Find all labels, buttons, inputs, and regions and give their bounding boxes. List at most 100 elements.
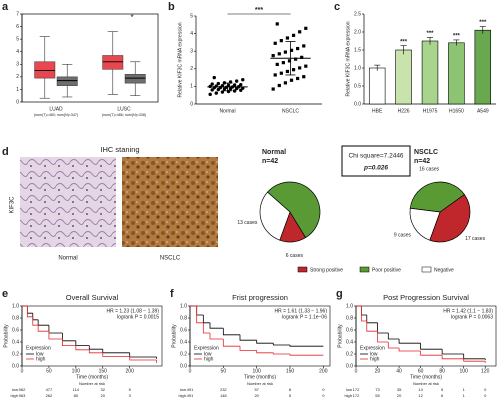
survival-step bbox=[360, 306, 367, 316]
survival-step bbox=[61, 339, 76, 346]
survival-step bbox=[75, 345, 90, 351]
y-tick-label: 5 bbox=[190, 13, 193, 19]
y-tick-label: 7 bbox=[16, 11, 19, 17]
point bbox=[216, 81, 221, 86]
x-tick-label: 120 bbox=[481, 368, 490, 374]
stain-label: KIF3C bbox=[10, 196, 16, 214]
pie-slice bbox=[259, 191, 291, 241]
bar bbox=[368, 67, 386, 105]
risk-count: 0 bbox=[484, 393, 487, 398]
y-axis-label: Relative KIF3C mRNA expression bbox=[345, 21, 351, 96]
y-tick-label: 1 bbox=[190, 84, 193, 90]
risk-count: 6 bbox=[441, 393, 444, 398]
x-tick-label: 200 bbox=[126, 368, 135, 374]
risk-count: 35 bbox=[397, 387, 402, 392]
survival-step bbox=[398, 339, 421, 344]
risk-count: 73 bbox=[375, 387, 380, 392]
risk-count: 963 bbox=[19, 393, 26, 398]
survival-step bbox=[377, 331, 389, 343]
survival-step bbox=[75, 340, 90, 346]
x-tick-label: 150 bbox=[99, 368, 108, 374]
y-tick-label: 0.6 bbox=[12, 327, 19, 333]
survival-step bbox=[26, 306, 33, 314]
bar bbox=[395, 49, 412, 105]
point bbox=[275, 22, 279, 26]
x-tick-label: 20 bbox=[375, 368, 381, 374]
bar bbox=[421, 40, 439, 105]
x-tick-label: NSCLC bbox=[282, 108, 299, 114]
risk-title: Number at risk bbox=[413, 381, 439, 386]
x-tick-label: 100 bbox=[460, 368, 469, 374]
x-tick-label: 50 bbox=[221, 368, 227, 374]
risk-count: 20 bbox=[397, 393, 402, 398]
point bbox=[275, 62, 279, 66]
y-tick-label: 4 bbox=[190, 31, 193, 37]
box bbox=[102, 55, 124, 70]
legend-swatch bbox=[297, 266, 308, 273]
x-axis-label: Time (months) bbox=[410, 374, 442, 380]
chart-title: Overall Survival bbox=[66, 293, 119, 302]
point bbox=[289, 48, 294, 52]
bar bbox=[474, 29, 492, 105]
point bbox=[291, 68, 296, 72]
survival-step bbox=[239, 334, 257, 341]
survival-step bbox=[463, 358, 486, 362]
y-tick-label: 0 bbox=[16, 99, 19, 105]
point bbox=[293, 57, 298, 61]
significance: * bbox=[130, 13, 133, 22]
pie-title: NSCLC bbox=[414, 149, 438, 156]
risk-title: Number at risk bbox=[79, 381, 105, 386]
pie-title: Normal bbox=[262, 149, 286, 156]
y-tick-label: 2.5 bbox=[354, 11, 361, 17]
point bbox=[232, 83, 237, 87]
box bbox=[34, 61, 56, 79]
x-tick-label: 50 bbox=[46, 368, 52, 374]
legend-label: high bbox=[36, 356, 46, 362]
survival-step bbox=[222, 328, 240, 336]
y-tick-label: 1 bbox=[16, 87, 19, 93]
risk-count: 148 bbox=[220, 393, 227, 398]
annotation: logrank P = 0.0015 bbox=[117, 314, 159, 320]
y-tick-label: 0.8 bbox=[346, 315, 353, 321]
point bbox=[283, 50, 288, 54]
risk-row-label: low bbox=[346, 387, 352, 392]
risk-count: 172 bbox=[353, 387, 360, 392]
x-tick-label: 200 bbox=[319, 368, 328, 374]
risk-count: 14 bbox=[418, 387, 423, 392]
x-tick-note: (num(T)=486; num(N)=338) bbox=[102, 113, 146, 117]
y-tick-label: 0.8 bbox=[180, 315, 187, 321]
risk-count: 20 bbox=[254, 393, 259, 398]
risk-count: 3 bbox=[129, 393, 132, 398]
point bbox=[291, 33, 296, 37]
chi-square: Chi square=7.2446 bbox=[348, 153, 403, 160]
significance: *** bbox=[479, 20, 487, 26]
y-tick-label: 3 bbox=[16, 62, 19, 68]
risk-count: 0 bbox=[322, 387, 325, 392]
point bbox=[214, 91, 218, 95]
point bbox=[271, 54, 275, 58]
survival-step bbox=[48, 331, 63, 340]
point bbox=[277, 52, 281, 56]
risk-count: 12 bbox=[418, 393, 423, 398]
x-tick-label: 100 bbox=[72, 368, 81, 374]
survival-step bbox=[420, 351, 443, 356]
pie-slice bbox=[409, 181, 465, 213]
pie-label: 9 cases bbox=[394, 232, 412, 238]
y-tick-label: 6 bbox=[16, 24, 19, 30]
y-axis-label: Probability bbox=[3, 324, 9, 348]
image-caption: NSCLC bbox=[160, 256, 181, 262]
survival-step bbox=[366, 315, 378, 324]
survival-step bbox=[387, 333, 400, 340]
risk-count: 32 bbox=[101, 387, 106, 392]
x-tick-label: A549 bbox=[477, 108, 489, 114]
survival-step bbox=[48, 325, 63, 334]
annotation: HR = 1.23 (1.08 − 1.39) bbox=[106, 308, 159, 314]
point bbox=[279, 71, 283, 75]
x-tick-label: 150 bbox=[286, 368, 295, 374]
legend-swatch bbox=[359, 266, 370, 273]
x-tick-label: 100 bbox=[252, 368, 261, 374]
chart-title: Post Progression Survival bbox=[383, 293, 469, 302]
survival-step bbox=[102, 349, 130, 354]
y-tick-label: 0.2 bbox=[346, 351, 353, 357]
point bbox=[210, 82, 214, 86]
